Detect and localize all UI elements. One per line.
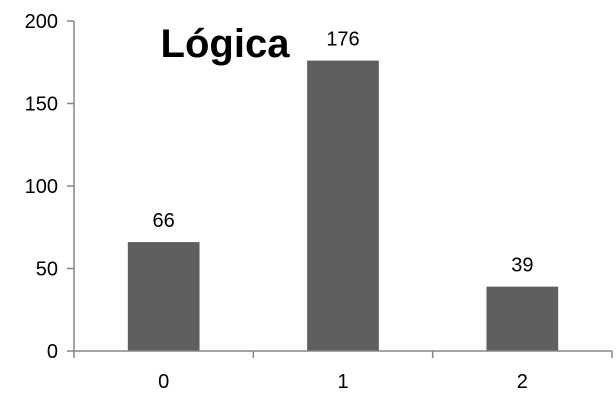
bar-2 — [486, 286, 559, 351]
x-tick-label-0: 0 — [158, 371, 169, 393]
x-tick-label-2: 2 — [517, 371, 528, 393]
data-label-1: 176 — [326, 29, 359, 51]
bar-1 — [307, 60, 379, 351]
bar-0 — [127, 242, 200, 351]
y-tick-label-100: 100 — [25, 176, 58, 198]
y-tick-label-50: 50 — [36, 259, 58, 281]
x-tick-labels-group: 0 1 2 — [158, 371, 528, 393]
data-label-0: 66 — [153, 210, 175, 232]
bars-group — [127, 60, 559, 351]
data-labels-group: 66 176 39 — [153, 29, 534, 277]
y-tick-label-200: 200 — [25, 11, 58, 33]
y-tick-labels-group: 0 50 100 150 200 — [25, 11, 58, 363]
data-label-2: 39 — [511, 255, 533, 277]
y-tick-label-0: 0 — [47, 341, 58, 363]
axes-group — [67, 20, 613, 358]
y-tick-label-150: 150 — [25, 94, 58, 116]
chart-title: Lógica — [161, 22, 291, 66]
x-tick-label-1: 1 — [337, 371, 348, 393]
